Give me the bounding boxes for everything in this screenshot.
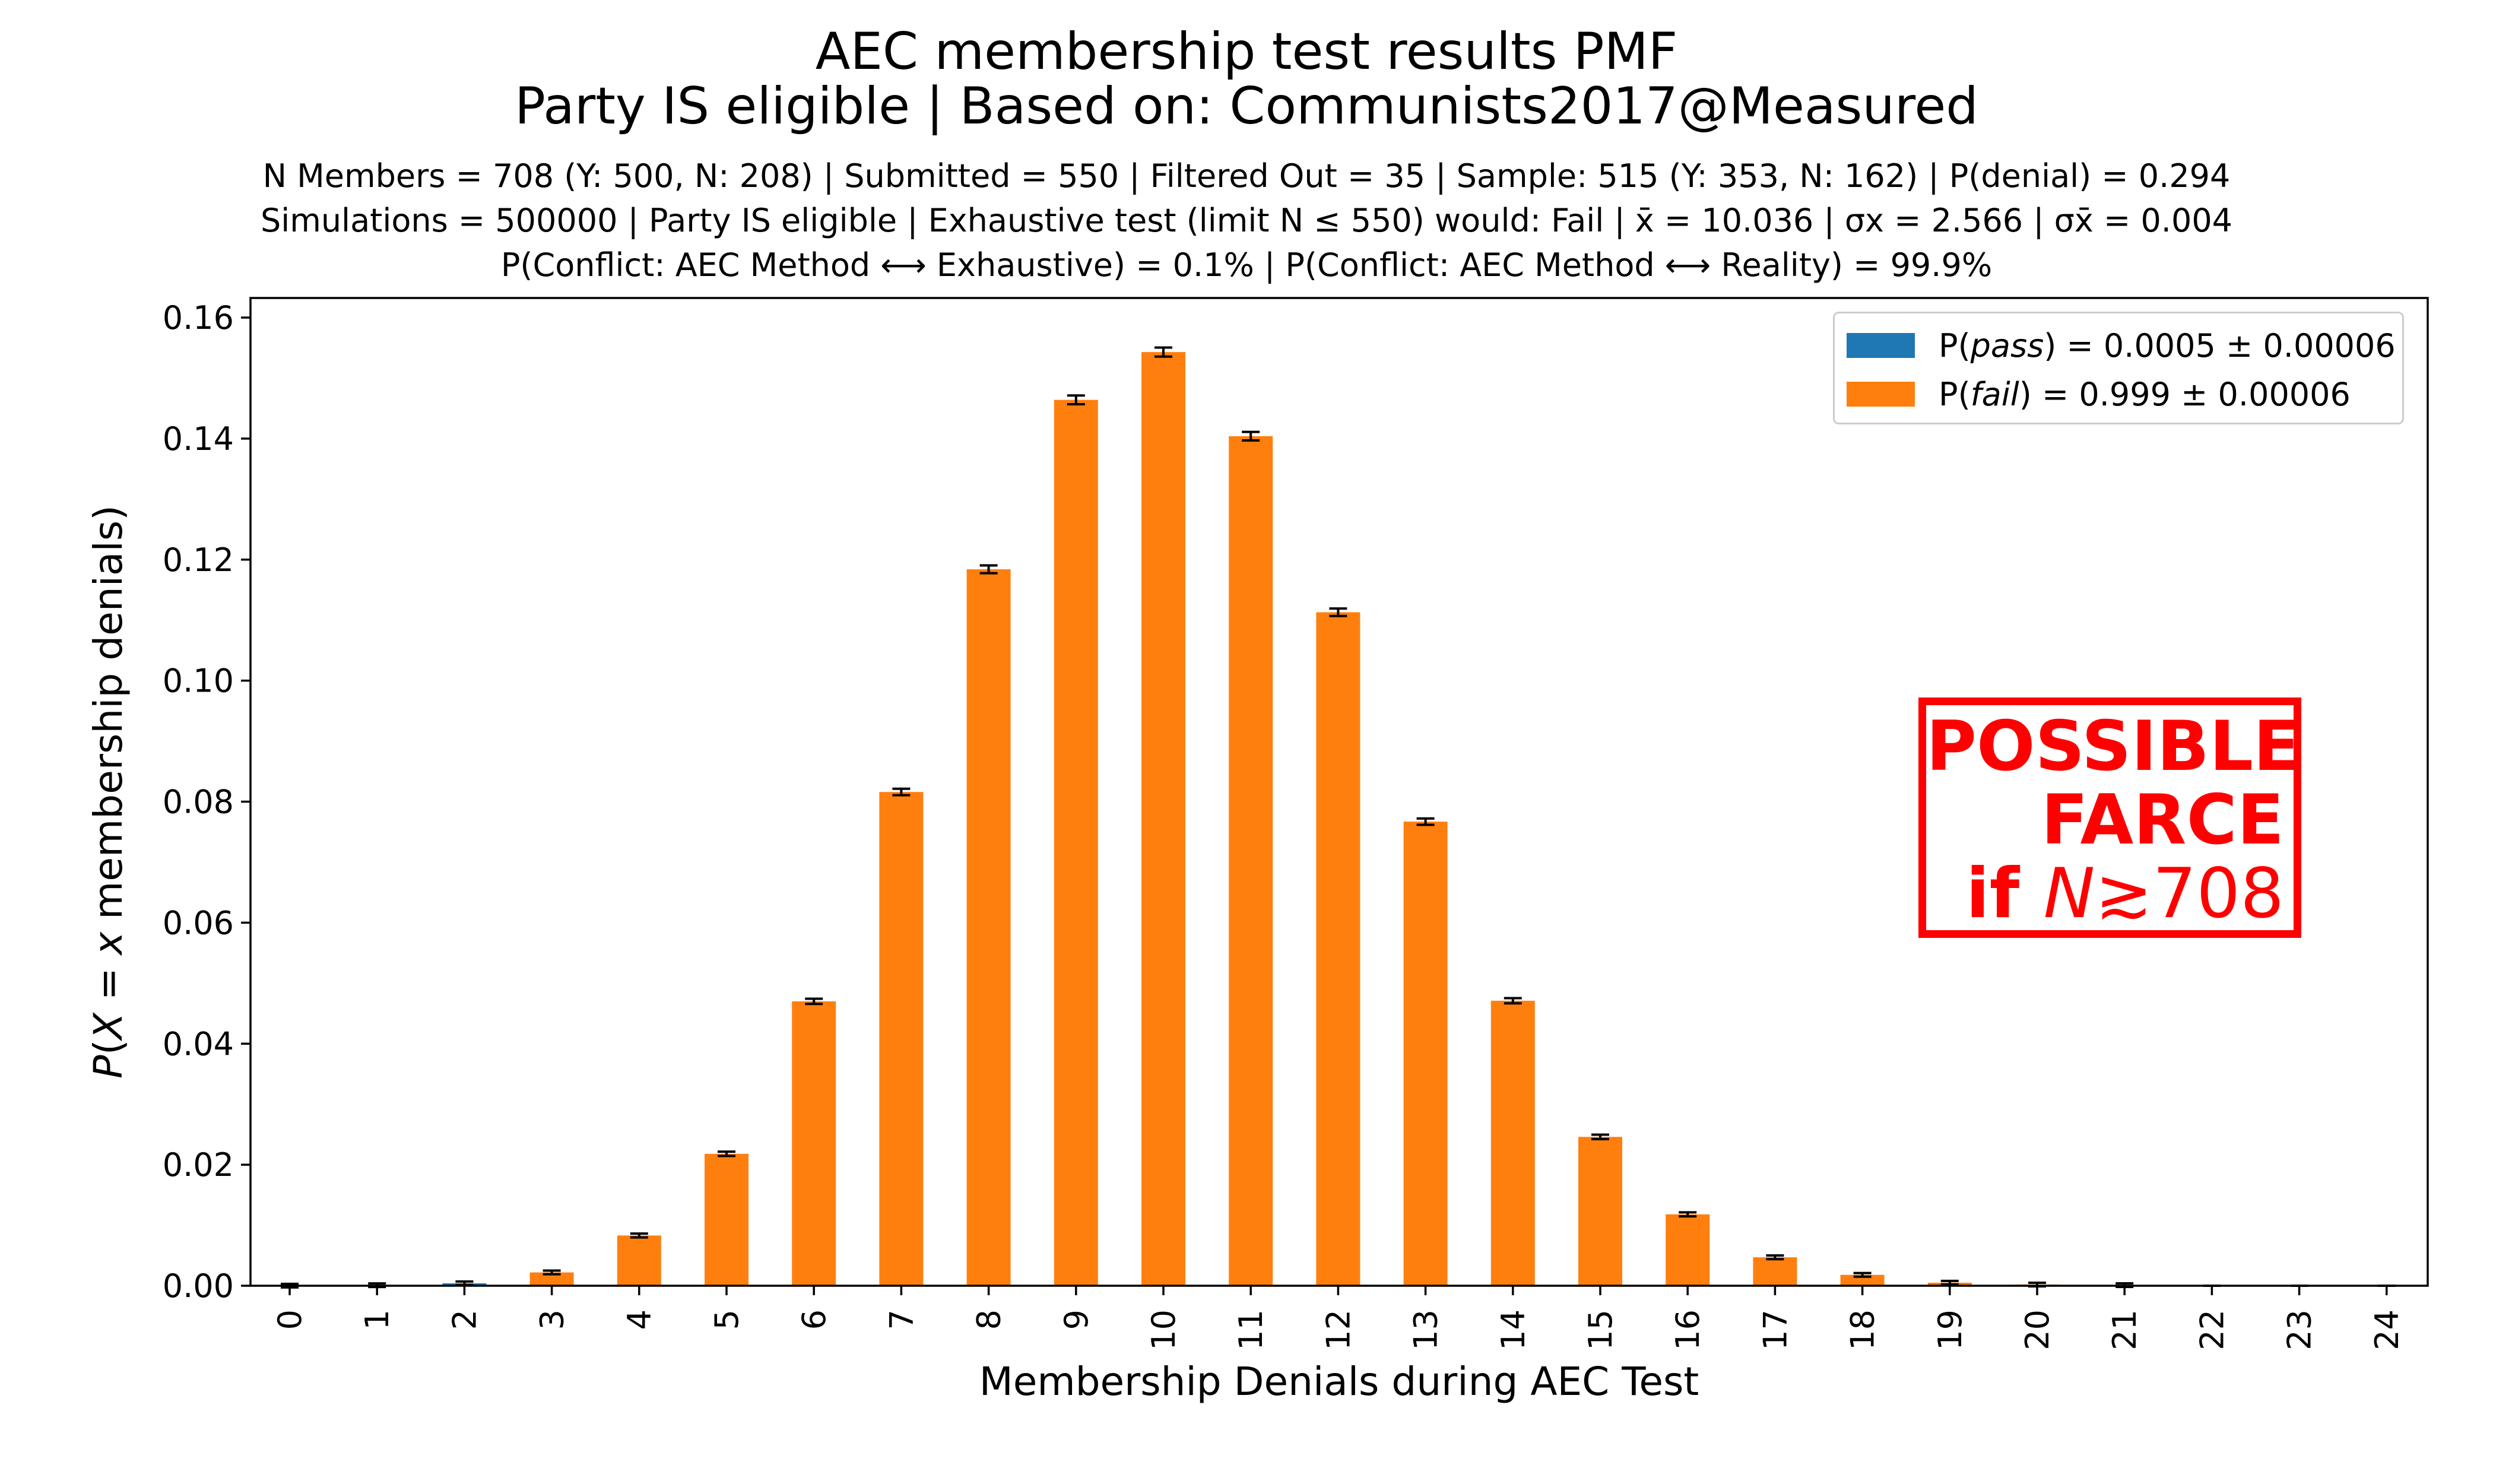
y-axis-label: P(X = x membership denials): [85, 505, 131, 1079]
x-tick-label: 2: [446, 1309, 483, 1330]
bar-fail-8: [967, 569, 1011, 1286]
bar-fail-16: [1666, 1215, 1709, 1286]
stamp-line-1: POSSIBLE: [1926, 710, 2284, 784]
x-tick-label: 6: [795, 1309, 833, 1330]
legend-entry-pass: P(pass) = 0.0005 ± 0.00006: [1847, 328, 2396, 363]
x-tick-label: 13: [1407, 1309, 1445, 1350]
bar-fail-11: [1229, 436, 1273, 1286]
x-tick-label: 15: [1582, 1309, 1619, 1350]
y-tick-label: 0.08: [163, 784, 234, 821]
x-tick-label: 16: [1669, 1309, 1707, 1350]
x-tick-label: 1: [359, 1309, 396, 1330]
x-tick-label: 5: [708, 1309, 746, 1330]
x-tick-label: 22: [2193, 1309, 2231, 1350]
x-tick-label: 3: [534, 1309, 571, 1330]
x-tick-label: 0: [271, 1309, 309, 1330]
x-tick-label: 9: [1058, 1309, 1095, 1330]
y-axis: 0.00 0.02 0.04 0.06 0.08 0.10 0.12 0.14 0.16: [163, 299, 250, 1305]
possible-farce-stamp: POSSIBLE FARCE if N≳708: [1918, 697, 2301, 938]
x-tick-label: 23: [2281, 1309, 2318, 1350]
x-tick-label: 4: [621, 1309, 658, 1330]
legend-entry-fail: P(fail) = 0.999 ± 0.00006: [1847, 376, 2351, 412]
bar-fail-10: [1141, 352, 1185, 1286]
x-tick-label: 21: [2106, 1309, 2143, 1350]
y-tick-label: 0.16: [163, 299, 234, 337]
bar-fail-4: [617, 1235, 661, 1286]
x-tick-label: 12: [1320, 1309, 1357, 1350]
x-tick-label: 8: [970, 1309, 1008, 1330]
bar-fail-15: [1578, 1137, 1622, 1286]
legend: P(pass) = 0.0005 ± 0.00006 P(fail) = 0.9…: [1833, 312, 2404, 424]
y-tick-label: 0.04: [163, 1025, 234, 1063]
legend-swatch-pass: [1847, 333, 1915, 358]
legend-swatch-fail: [1847, 382, 1915, 407]
x-tick-label: 10: [1145, 1309, 1182, 1350]
x-tick-label: 7: [883, 1309, 920, 1330]
legend-label-pass: P(pass) = 0.0005 ± 0.00006: [1939, 327, 2396, 364]
x-tick-label: 11: [1232, 1309, 1270, 1350]
bar-fail-13: [1404, 822, 1448, 1286]
bar-fail-5: [705, 1154, 748, 1286]
bar-fail-17: [1753, 1257, 1797, 1286]
y-tick-label: 0.10: [163, 662, 234, 700]
stamp-line-3: if N≳708: [1926, 857, 2284, 931]
y-tick-label: 0.06: [163, 904, 234, 941]
bar-fail-7: [879, 792, 923, 1286]
x-tick-label: 24: [2368, 1309, 2406, 1350]
stamp-line-2: FARCE: [1926, 784, 2284, 857]
y-tick-label: 0.00: [163, 1267, 234, 1305]
bars-group: [268, 352, 2146, 1286]
y-tick-label: 0.14: [163, 420, 234, 458]
x-axis-label: Membership Denials during AEC Test: [979, 1359, 1699, 1404]
x-tick-label: 18: [1844, 1309, 1882, 1350]
x-tick-label: 17: [1756, 1309, 1794, 1350]
bar-fail-14: [1491, 1001, 1535, 1286]
x-tick-label: 14: [1495, 1309, 1532, 1350]
y-tick-label: 0.12: [163, 541, 234, 579]
bar-fail-12: [1316, 612, 1360, 1286]
x-axis: 0 1 2 3 4 5 6 7 8 9 10 11 12 13 14 15 16 17 18 19 20 21 22 23 24: [271, 1286, 2406, 1350]
x-tick-label: 19: [1931, 1309, 1969, 1350]
y-tick-label: 0.02: [163, 1146, 234, 1184]
legend-label-fail: P(fail) = 0.999 ± 0.00006: [1939, 376, 2351, 413]
bar-fail-6: [792, 1001, 836, 1286]
x-tick-label: 20: [2019, 1309, 2056, 1350]
bar-fail-9: [1054, 400, 1098, 1286]
